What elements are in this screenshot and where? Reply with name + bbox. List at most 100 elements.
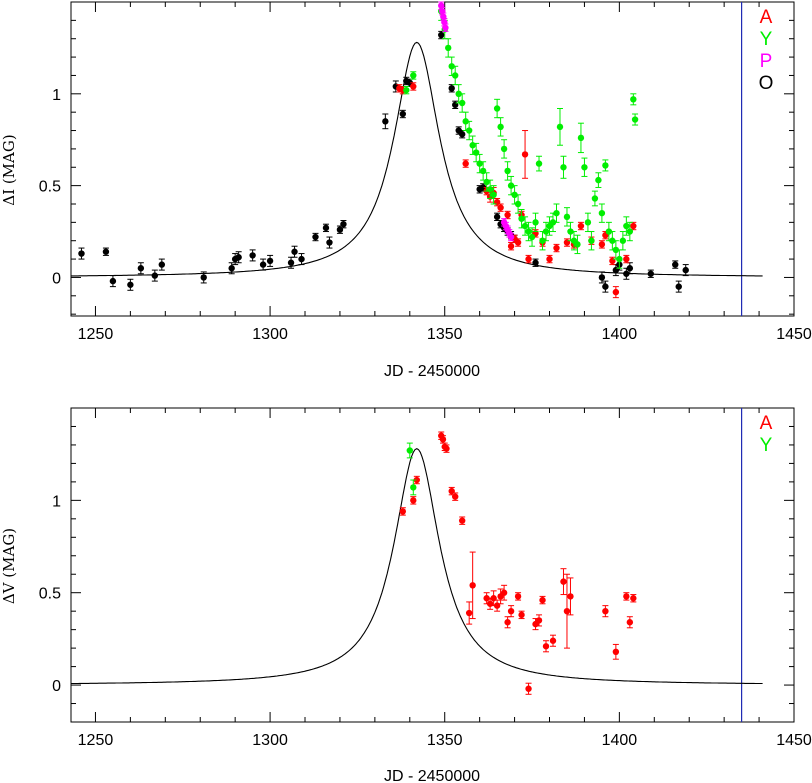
data-point bbox=[567, 228, 574, 235]
data-point bbox=[630, 96, 637, 103]
legend-label-a-bottom: A bbox=[760, 413, 773, 434]
panel-delta-i: JD - 2450000 ΔI (MAG) A Y P O 1250 1300 13… bbox=[0, 1, 812, 380]
data-point bbox=[298, 255, 305, 263]
data-point bbox=[602, 607, 609, 615]
data-point bbox=[228, 265, 235, 272]
data-point bbox=[514, 239, 522, 246]
data-point bbox=[619, 237, 627, 244]
data-point bbox=[504, 619, 511, 626]
data-point bbox=[483, 595, 490, 602]
data-point bbox=[127, 281, 134, 288]
data-point bbox=[567, 593, 574, 600]
data-point bbox=[326, 239, 333, 246]
data-point bbox=[340, 220, 347, 228]
data-point bbox=[602, 162, 609, 169]
data-point bbox=[556, 123, 564, 131]
x-tick-label-top: 1350 bbox=[427, 326, 463, 343]
data-point bbox=[539, 237, 546, 244]
data-point bbox=[291, 248, 298, 255]
data-point bbox=[616, 255, 623, 263]
data-point bbox=[535, 160, 543, 167]
data-point bbox=[532, 259, 539, 266]
data-point bbox=[623, 222, 630, 230]
data-point bbox=[413, 476, 420, 484]
y-tick-label-bottom: 0.5 bbox=[39, 586, 61, 603]
data-point bbox=[507, 233, 515, 241]
data-point bbox=[630, 222, 637, 230]
data-point bbox=[623, 270, 630, 277]
data-point bbox=[525, 228, 532, 235]
data-point bbox=[539, 596, 546, 604]
data-point bbox=[462, 160, 469, 167]
data-point bbox=[630, 595, 637, 602]
data-point bbox=[612, 246, 620, 254]
legend-label-y-top: Y bbox=[760, 29, 773, 50]
data-point bbox=[553, 209, 560, 217]
data-point bbox=[546, 255, 553, 263]
data-point bbox=[443, 445, 450, 452]
x-axis-label-top: JD - 2450000 bbox=[384, 363, 480, 380]
data-point bbox=[500, 145, 508, 153]
data-point bbox=[612, 288, 620, 296]
x-tick-label-top: 1400 bbox=[602, 326, 638, 343]
data-point bbox=[549, 219, 557, 226]
series-a-top bbox=[396, 82, 637, 299]
data-point bbox=[382, 118, 389, 125]
data-point bbox=[455, 90, 462, 98]
data-point bbox=[553, 244, 560, 252]
data-point bbox=[577, 134, 585, 142]
y-tick-label-bottom: 1 bbox=[52, 493, 61, 510]
data-point bbox=[322, 224, 330, 232]
data-point bbox=[591, 195, 599, 202]
data-point bbox=[507, 182, 515, 189]
y-tick-label-top: 1 bbox=[52, 87, 61, 104]
series-p-top bbox=[438, 1, 515, 242]
y-tick-label-top: 0.5 bbox=[39, 179, 61, 196]
data-point bbox=[448, 85, 455, 92]
data-point bbox=[560, 164, 567, 171]
x-tick-label-bottom: 1350 bbox=[427, 732, 463, 749]
data-point bbox=[511, 191, 518, 199]
data-point bbox=[410, 72, 417, 79]
y-tick-label-bottom: 0 bbox=[52, 678, 61, 695]
data-point bbox=[259, 261, 267, 268]
data-point bbox=[605, 228, 613, 235]
x-tick-label-bottom: 1300 bbox=[252, 732, 288, 749]
data-point bbox=[486, 186, 494, 193]
data-point bbox=[598, 241, 606, 248]
data-point bbox=[581, 164, 588, 171]
data-point bbox=[521, 222, 529, 230]
data-point bbox=[542, 643, 550, 650]
data-point bbox=[542, 228, 550, 235]
data-point bbox=[458, 131, 466, 138]
data-point bbox=[647, 270, 654, 277]
data-point bbox=[612, 648, 620, 656]
panel-delta-v: JD - 2450000 ΔV (MAG) A Y 1250 1300 1350 14… bbox=[0, 407, 812, 783]
data-point bbox=[588, 237, 595, 244]
data-point bbox=[609, 237, 616, 244]
data-point bbox=[525, 255, 532, 263]
data-point bbox=[109, 277, 117, 285]
data-point bbox=[560, 578, 567, 585]
x-tick-label-bottom: 1400 bbox=[602, 732, 638, 749]
y-tick-label-top: 0 bbox=[52, 270, 61, 287]
data-point bbox=[312, 233, 319, 241]
data-point bbox=[598, 274, 606, 281]
legend-label-p-top: P bbox=[760, 51, 773, 72]
data-point bbox=[497, 123, 504, 131]
x-tick-label-top: 1450 bbox=[776, 326, 812, 343]
data-point bbox=[672, 261, 679, 268]
data-point bbox=[518, 611, 525, 619]
data-point bbox=[158, 261, 166, 268]
data-point bbox=[493, 105, 501, 112]
data-point bbox=[504, 211, 511, 219]
data-point bbox=[151, 272, 159, 279]
data-point bbox=[439, 436, 447, 443]
data-point bbox=[399, 110, 407, 118]
y-axis-label-top: ΔI (MAG) bbox=[0, 134, 18, 205]
x-tick-label-top: 1250 bbox=[78, 326, 114, 343]
data-point bbox=[598, 209, 606, 217]
data-point bbox=[525, 685, 532, 692]
data-point bbox=[535, 617, 543, 624]
